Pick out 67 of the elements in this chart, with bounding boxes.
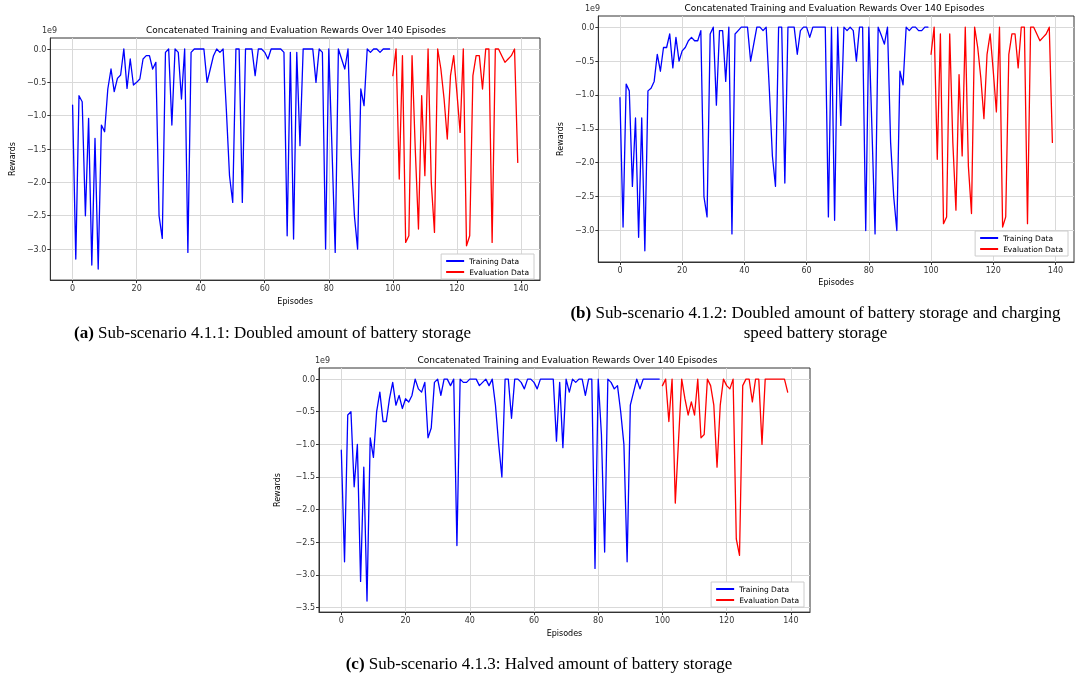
x-tick-label: 60: [801, 265, 812, 275]
y-tick-label: −1.0: [574, 90, 595, 100]
y-tick-label: −1.0: [26, 111, 47, 121]
x-tick-label: 20: [677, 265, 688, 275]
y-tick-label: 0.0: [302, 374, 315, 384]
x-tick-label: 140: [783, 615, 799, 625]
y-axis-title: Rewards: [272, 473, 282, 508]
x-tick-label: 0: [617, 265, 623, 275]
text: 1e9: [585, 3, 601, 13]
text: 1e9: [315, 355, 331, 365]
x-tick-label: 40: [739, 265, 750, 275]
y-axis-title: Rewards: [7, 142, 17, 177]
y-tick-label: −2.0: [574, 158, 595, 168]
x-tick-label: 60: [259, 283, 270, 293]
y-tick-label: −0.5: [574, 56, 595, 66]
x-tick-label: 80: [863, 265, 874, 275]
x-tick-label: 100: [654, 615, 671, 625]
x-tick-label: 60: [528, 615, 540, 625]
line-series: [661, 378, 789, 556]
x-tick-label: 0: [70, 283, 76, 293]
x-tick-label: 40: [195, 283, 206, 293]
line-series: [71, 48, 391, 270]
y-tick-label: −1.0: [295, 439, 315, 449]
x-tick-label: 80: [593, 615, 604, 625]
x-axis-title: Episodes: [818, 278, 854, 288]
x-axis-title: Episodes: [546, 628, 583, 638]
y-tick-label: −1.5: [26, 144, 47, 154]
x-tick-label: 140: [1047, 265, 1064, 275]
y-tick-label: −2.5: [574, 192, 595, 202]
text: (a) Sub-scenario 4.1.1: Doubled amount of battery storage: [72, 323, 472, 343]
y-tick-label: −2.0: [26, 177, 47, 187]
text: (c) Sub-scenario 4.1.3: Halved amount of battery storage: [344, 654, 734, 674]
x-tick-label: 100: [923, 265, 939, 275]
x-tick-label: 80: [323, 283, 334, 293]
x-tick-label: 40: [464, 615, 475, 625]
y-axis-title: Rewards: [555, 122, 565, 156]
line-series: [930, 26, 1054, 228]
y-tick-label: 0.0: [581, 22, 595, 32]
y-tick-label: −2.5: [26, 211, 47, 221]
x-tick-label: 100: [385, 283, 401, 293]
y-tick-label: −0.5: [295, 407, 315, 417]
y-tick-label: −1.5: [574, 124, 595, 134]
y-tick-label: −3.5: [295, 603, 315, 613]
x-tick-label: 120: [719, 615, 735, 625]
text: 1e9: [42, 25, 58, 35]
x-tick-label: 120: [449, 283, 465, 293]
y-tick-label: −2.0: [295, 505, 315, 515]
y-tick-label: 0.0: [33, 44, 47, 54]
y-tick-label: −2.5: [295, 537, 315, 547]
y-tick-label: −1.5: [295, 472, 315, 482]
text: (b) Sub-scenario 4.1.2: Doubled amount of battery storage and charging speed battery storage: [569, 303, 1062, 343]
y-tick-label: −3.0: [26, 244, 47, 254]
x-tick-label: 0: [338, 615, 344, 625]
x-tick-label: 20: [131, 283, 142, 293]
line-series: [392, 48, 519, 247]
x-tick-label: 120: [985, 265, 1001, 275]
chart-title: Concatenated Training and Evaluation Rewards Over 140 Episodes: [145, 24, 447, 35]
y-tick-label: −3.0: [295, 570, 315, 580]
y-tick-label: −3.0: [574, 225, 595, 235]
x-axis-title: Episodes: [277, 296, 313, 306]
chart-title: Concatenated Training and Evaluation Rewards Over 140 Episodes: [417, 354, 718, 365]
x-tick-label: 140: [513, 283, 529, 293]
line-series: [340, 378, 660, 602]
x-tick-label: 20: [400, 615, 411, 625]
chart-title: Concatenated Training and Evaluation Rewards Over 140 Episodes: [684, 2, 985, 13]
y-tick-label: −0.5: [26, 77, 47, 87]
line-series: [619, 26, 929, 252]
